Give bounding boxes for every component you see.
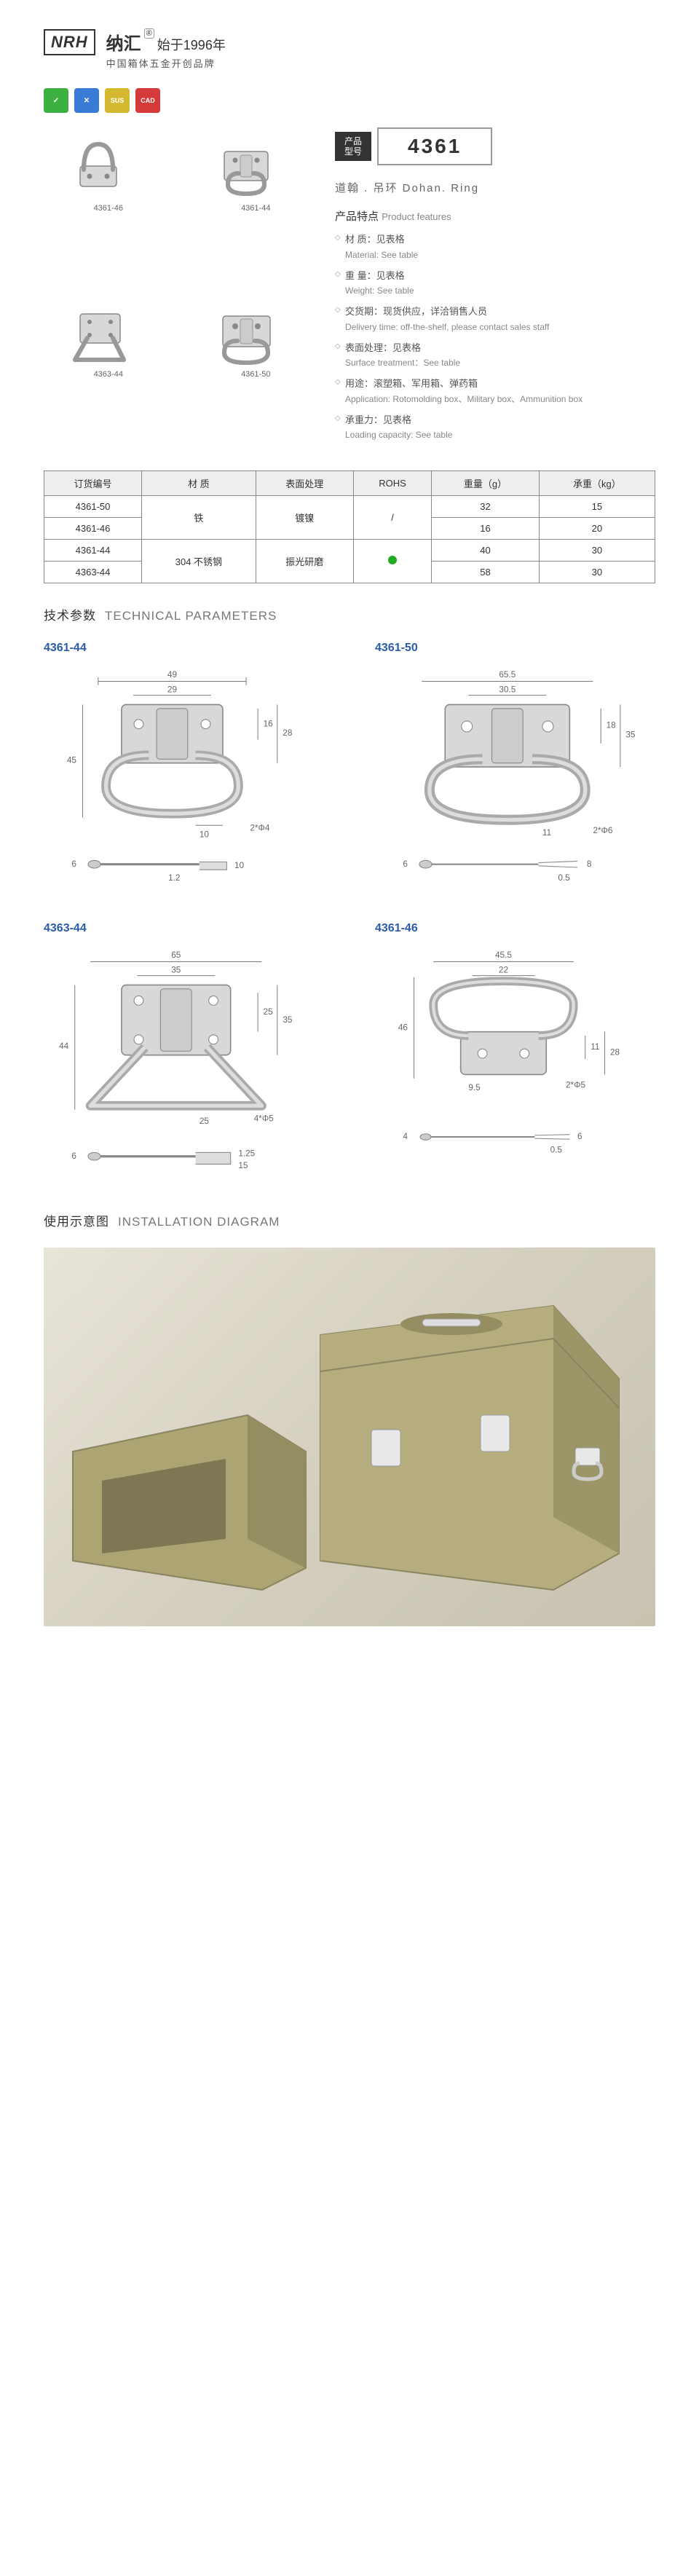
svg-text:22: 22 xyxy=(499,966,508,975)
product-thumb: 4361-44 xyxy=(191,127,321,283)
ring-icon xyxy=(195,296,297,365)
svg-text:35: 35 xyxy=(625,730,636,739)
product-subtitle: 道翰 . 吊环 Dohan. Ring xyxy=(335,180,655,195)
svg-text:6: 6 xyxy=(403,859,408,869)
svg-text:10: 10 xyxy=(200,830,210,839)
svg-text:0.5: 0.5 xyxy=(558,873,570,883)
ring-icon xyxy=(47,130,149,199)
svg-text:9.5: 9.5 xyxy=(468,1083,481,1092)
svg-text:25: 25 xyxy=(200,1116,210,1126)
tech-drawing: 4361-50 65.5 30.5 18 35 11 2*Φ6 6 0.5 8 xyxy=(375,642,655,886)
table-row: 4361-50 铁 镀镍 / 32 15 xyxy=(44,496,655,518)
svg-text:6: 6 xyxy=(71,1151,76,1161)
rohs-dot-icon xyxy=(388,556,397,564)
features-list: 材 质：见表格Material: See table 重 量：见表格Weight… xyxy=(335,232,655,441)
product-image-grid: 4361-46 4361-44 xyxy=(44,127,320,449)
svg-text:30.5: 30.5 xyxy=(499,685,516,694)
svg-text:35: 35 xyxy=(171,966,181,975)
svg-text:6: 6 xyxy=(71,859,76,869)
feature-item: 重 量：见表格Weight: See table xyxy=(335,269,655,298)
product-thumb: 4363-44 xyxy=(44,294,173,449)
tech-drawing: 4361-44 49 29 45 16 28 10 2*Φ4 6 xyxy=(44,642,324,886)
install-title: 使用示意图INSTALLATION DIAGRAM xyxy=(44,1211,655,1229)
svg-text:46: 46 xyxy=(398,1023,408,1033)
feature-item: 表面处理：见表格Surface treatment：See table xyxy=(335,341,655,370)
brand-text: 纳汇®始于1996年 中国箱体五金开创品牌 xyxy=(106,29,226,70)
icon-badges: ✓ ✕ SUS CAD xyxy=(44,88,655,113)
badge-icon: ✕ xyxy=(74,88,99,113)
svg-text:44: 44 xyxy=(59,1042,69,1052)
badge-icon: CAD xyxy=(135,88,160,113)
page-header: NRH 纳汇®始于1996年 中国箱体五金开创品牌 xyxy=(44,29,655,70)
svg-text:35: 35 xyxy=(283,1015,293,1025)
svg-text:2*Φ5: 2*Φ5 xyxy=(566,1081,585,1090)
features-title: 产品特点 Product features xyxy=(335,208,655,224)
svg-text:1.25: 1.25 xyxy=(238,1149,255,1159)
feature-item: 用途：滚塑箱、军用箱、弹药箱Application: Rotomolding b… xyxy=(335,377,655,406)
svg-text:45: 45 xyxy=(67,756,77,765)
svg-text:8: 8 xyxy=(587,859,592,869)
svg-text:28: 28 xyxy=(610,1048,620,1057)
brand-sub: 中国箱体五金开创品牌 xyxy=(106,56,226,70)
logo: NRH xyxy=(44,29,95,55)
svg-text:4*Φ5: 4*Φ5 xyxy=(254,1114,274,1124)
svg-text:49: 49 xyxy=(167,670,177,680)
svg-text:16: 16 xyxy=(264,719,274,728)
svg-text:45.5: 45.5 xyxy=(495,950,512,960)
product-thumb: 4361-46 xyxy=(44,127,173,283)
model-number: 4361 xyxy=(377,127,492,165)
installation-photo xyxy=(44,1248,655,1626)
feature-item: 承重力：见表格Loading capacity: See table xyxy=(335,413,655,442)
brand-cn: 纳汇 xyxy=(106,34,141,54)
tech-params-title: 技术参数TECHNICAL PARAMETERS xyxy=(44,605,655,623)
svg-text:0.5: 0.5 xyxy=(550,1146,563,1155)
svg-text:15: 15 xyxy=(238,1161,248,1170)
svg-text:65.5: 65.5 xyxy=(499,670,516,680)
svg-text:10: 10 xyxy=(234,861,245,870)
table-row: 4361-44 304 不锈钢 振光研磨 40 30 xyxy=(44,540,655,562)
ring-icon xyxy=(47,296,149,365)
svg-text:6: 6 xyxy=(577,1133,582,1142)
tech-drawings-grid: 4361-44 49 29 45 16 28 10 2*Φ4 6 xyxy=(44,642,655,1182)
svg-text:29: 29 xyxy=(167,685,177,694)
feature-item: 材 质：见表格Material: See table xyxy=(335,232,655,261)
drawing-icon: 49 29 45 16 28 10 2*Φ4 6 1.2 10 xyxy=(44,666,324,883)
spec-table: 订货编号 材 质 表面处理 ROHS 重量（g） 承重（kg） 4361-50 … xyxy=(44,470,655,583)
svg-text:1.2: 1.2 xyxy=(168,873,180,883)
drawing-icon: 45.5 22 46 11 28 9.5 2*Φ5 4 0.5 6 xyxy=(375,946,655,1164)
svg-text:25: 25 xyxy=(264,1008,274,1017)
install-illustration-icon xyxy=(44,1248,655,1626)
svg-text:18: 18 xyxy=(607,721,617,730)
founded: 始于1996年 xyxy=(157,38,226,52)
tech-drawing: 4363-44 65 35 44 25 35 25 4*Φ5 6 1.25 xyxy=(44,922,324,1182)
feature-item: 交货期：现货供应，详洽销售人员Delivery time: off-the-sh… xyxy=(335,304,655,334)
svg-text:2*Φ6: 2*Φ6 xyxy=(593,826,612,835)
svg-text:11: 11 xyxy=(591,1043,599,1052)
svg-text:28: 28 xyxy=(283,728,293,738)
svg-text:11: 11 xyxy=(542,828,551,838)
model-header: 产品型号 4361 xyxy=(335,127,655,165)
drawing-icon: 65 35 44 25 35 25 4*Φ5 6 1.25 15 xyxy=(44,946,324,1180)
badge-icon: SUS xyxy=(105,88,130,113)
tech-drawing: 4361-46 45.5 22 46 11 28 9.5 2*Φ5 4 0.5 … xyxy=(375,922,655,1182)
product-thumb: 4361-50 xyxy=(191,294,321,449)
svg-text:4: 4 xyxy=(403,1133,408,1142)
drawing-icon: 65.5 30.5 18 35 11 2*Φ6 6 0.5 8 xyxy=(375,666,655,883)
ring-icon xyxy=(195,130,297,199)
badge-icon: ✓ xyxy=(44,88,68,113)
svg-text:2*Φ4: 2*Φ4 xyxy=(250,824,269,833)
svg-text:65: 65 xyxy=(171,950,181,960)
